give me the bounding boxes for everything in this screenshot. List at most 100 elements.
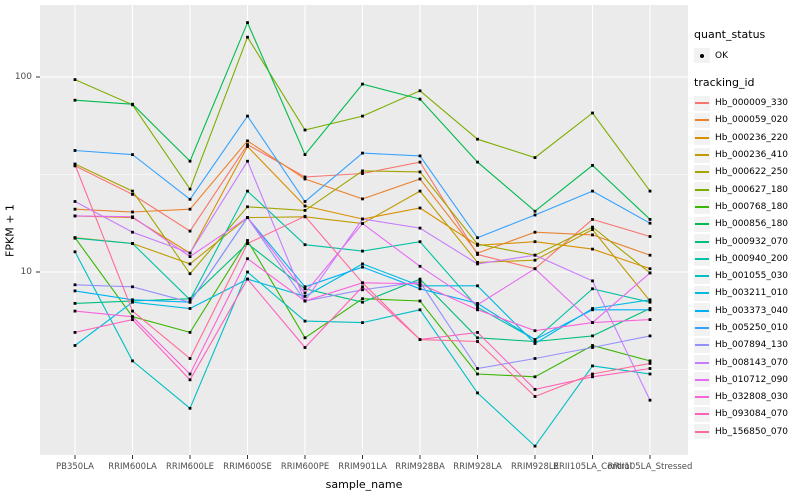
- data-point: [361, 197, 364, 201]
- data-point: [303, 214, 307, 218]
- data-point: [418, 240, 422, 244]
- x-tick-label: RRIM928BA: [395, 462, 445, 472]
- legend-tracking-items: Hb_000009_330 Hb_000059_020 Hb_000236_220 H…: [694, 95, 800, 440]
- data-point: [418, 280, 422, 284]
- data-point: [361, 285, 364, 289]
- data-point: [648, 372, 652, 376]
- legend-key-line: [695, 413, 709, 416]
- data-point: [361, 249, 364, 253]
- data-point: [418, 277, 422, 281]
- data-point: [648, 253, 652, 257]
- data-point: [131, 359, 134, 363]
- legend-item-ok: OK: [694, 47, 800, 64]
- data-point: [418, 160, 422, 164]
- data-point: [131, 300, 134, 304]
- legend-item-label: Hb_000236_220: [715, 132, 789, 143]
- data-point: [648, 334, 652, 338]
- legend-item-label: Hb_156850_070: [715, 426, 789, 437]
- legend-item-Hb_003373_040: Hb_003373_040: [694, 303, 800, 319]
- data-point: [476, 251, 479, 255]
- legend-item-label: Hb_005250_010: [715, 323, 789, 333]
- data-point: [361, 262, 364, 266]
- data-point: [131, 189, 134, 193]
- data-point: [476, 391, 479, 395]
- legend-key-box: [694, 268, 710, 284]
- data-point: [361, 288, 364, 292]
- data-point: [131, 102, 134, 106]
- data-point: [303, 128, 307, 132]
- data-point: [591, 218, 594, 221]
- data-point: [418, 206, 422, 210]
- data-point: [303, 285, 307, 289]
- x-tick-label: RRII105LA_Control: [553, 462, 632, 472]
- data-point: [246, 143, 249, 146]
- data-point: [591, 334, 594, 338]
- legend-key-box: [694, 372, 710, 388]
- data-point: [533, 230, 537, 234]
- data-point: [648, 362, 652, 365]
- data-point: [648, 221, 652, 225]
- legend-item-label: Hb_003373_040: [715, 305, 789, 316]
- data-point: [73, 207, 77, 211]
- legend-key-line: [695, 154, 709, 157]
- data-point: [188, 378, 192, 382]
- data-point: [246, 35, 249, 39]
- data-point: [476, 305, 479, 309]
- data-point: [131, 298, 134, 302]
- data-point: [533, 258, 537, 262]
- data-point: [303, 336, 307, 340]
- data-point: [246, 257, 249, 261]
- data-point: [303, 291, 307, 295]
- data-point: [303, 177, 307, 181]
- legend-item-label: Hb_000627_180: [715, 184, 789, 195]
- data-point: [533, 342, 537, 345]
- legend-item-Hb_093084_070: Hb_093084_070: [694, 406, 800, 422]
- data-point: [418, 177, 422, 181]
- data-point: [418, 89, 422, 93]
- legend-item-label: Hb_000009_330: [715, 98, 789, 109]
- legend-key-box: [694, 424, 710, 440]
- data-point: [303, 295, 307, 298]
- legend-item-label: Hb_007894_130: [715, 340, 789, 351]
- data-point: [648, 398, 652, 402]
- legend-item-label: OK: [715, 50, 728, 61]
- data-point: [303, 175, 307, 179]
- data-point: [188, 331, 192, 334]
- legend-key-line: [695, 378, 709, 381]
- data-point: [591, 279, 594, 283]
- legend: quant_status OK tracking_id Hb_000009_33…: [694, 28, 800, 441]
- legend-key-line: [695, 136, 709, 139]
- data-point: [591, 346, 594, 349]
- data-point: [648, 218, 652, 221]
- legend-item-Hb_001055_030: Hb_001055_030: [694, 268, 800, 284]
- data-point: [648, 267, 652, 271]
- legend-key-line: [695, 361, 709, 364]
- data-point: [303, 243, 307, 247]
- legend-key-line: [695, 223, 709, 226]
- data-point: [591, 321, 594, 324]
- data-point: [533, 338, 537, 341]
- x-tick-label: RRIM901LA: [338, 462, 387, 472]
- data-point: [648, 300, 652, 304]
- legend-item-Hb_156850_070: Hb_156850_070: [694, 424, 800, 440]
- legend-key-line: [695, 275, 709, 278]
- data-point: [648, 189, 652, 193]
- legend-key-box: [694, 355, 710, 371]
- data-point: [188, 262, 192, 266]
- data-point: [188, 307, 192, 310]
- x-tick-label: RRIM928LE: [511, 462, 559, 472]
- legend-item-Hb_000236_410: Hb_000236_410: [694, 147, 800, 163]
- data-point: [591, 233, 594, 237]
- data-point: [418, 284, 422, 288]
- data-point: [246, 114, 249, 118]
- data-point: [591, 228, 594, 231]
- legend-key-line: [695, 257, 709, 260]
- x-tick-label: RRIM600LE: [166, 462, 214, 472]
- data-point: [73, 344, 77, 347]
- legend-item-Hb_000009_330: Hb_000009_330: [694, 95, 800, 111]
- data-point: [476, 137, 479, 141]
- legend-key-box: [694, 303, 710, 319]
- x-tick-label: RRII105LA_Stressed: [607, 462, 693, 472]
- data-point: [188, 255, 192, 258]
- data-point: [361, 169, 364, 173]
